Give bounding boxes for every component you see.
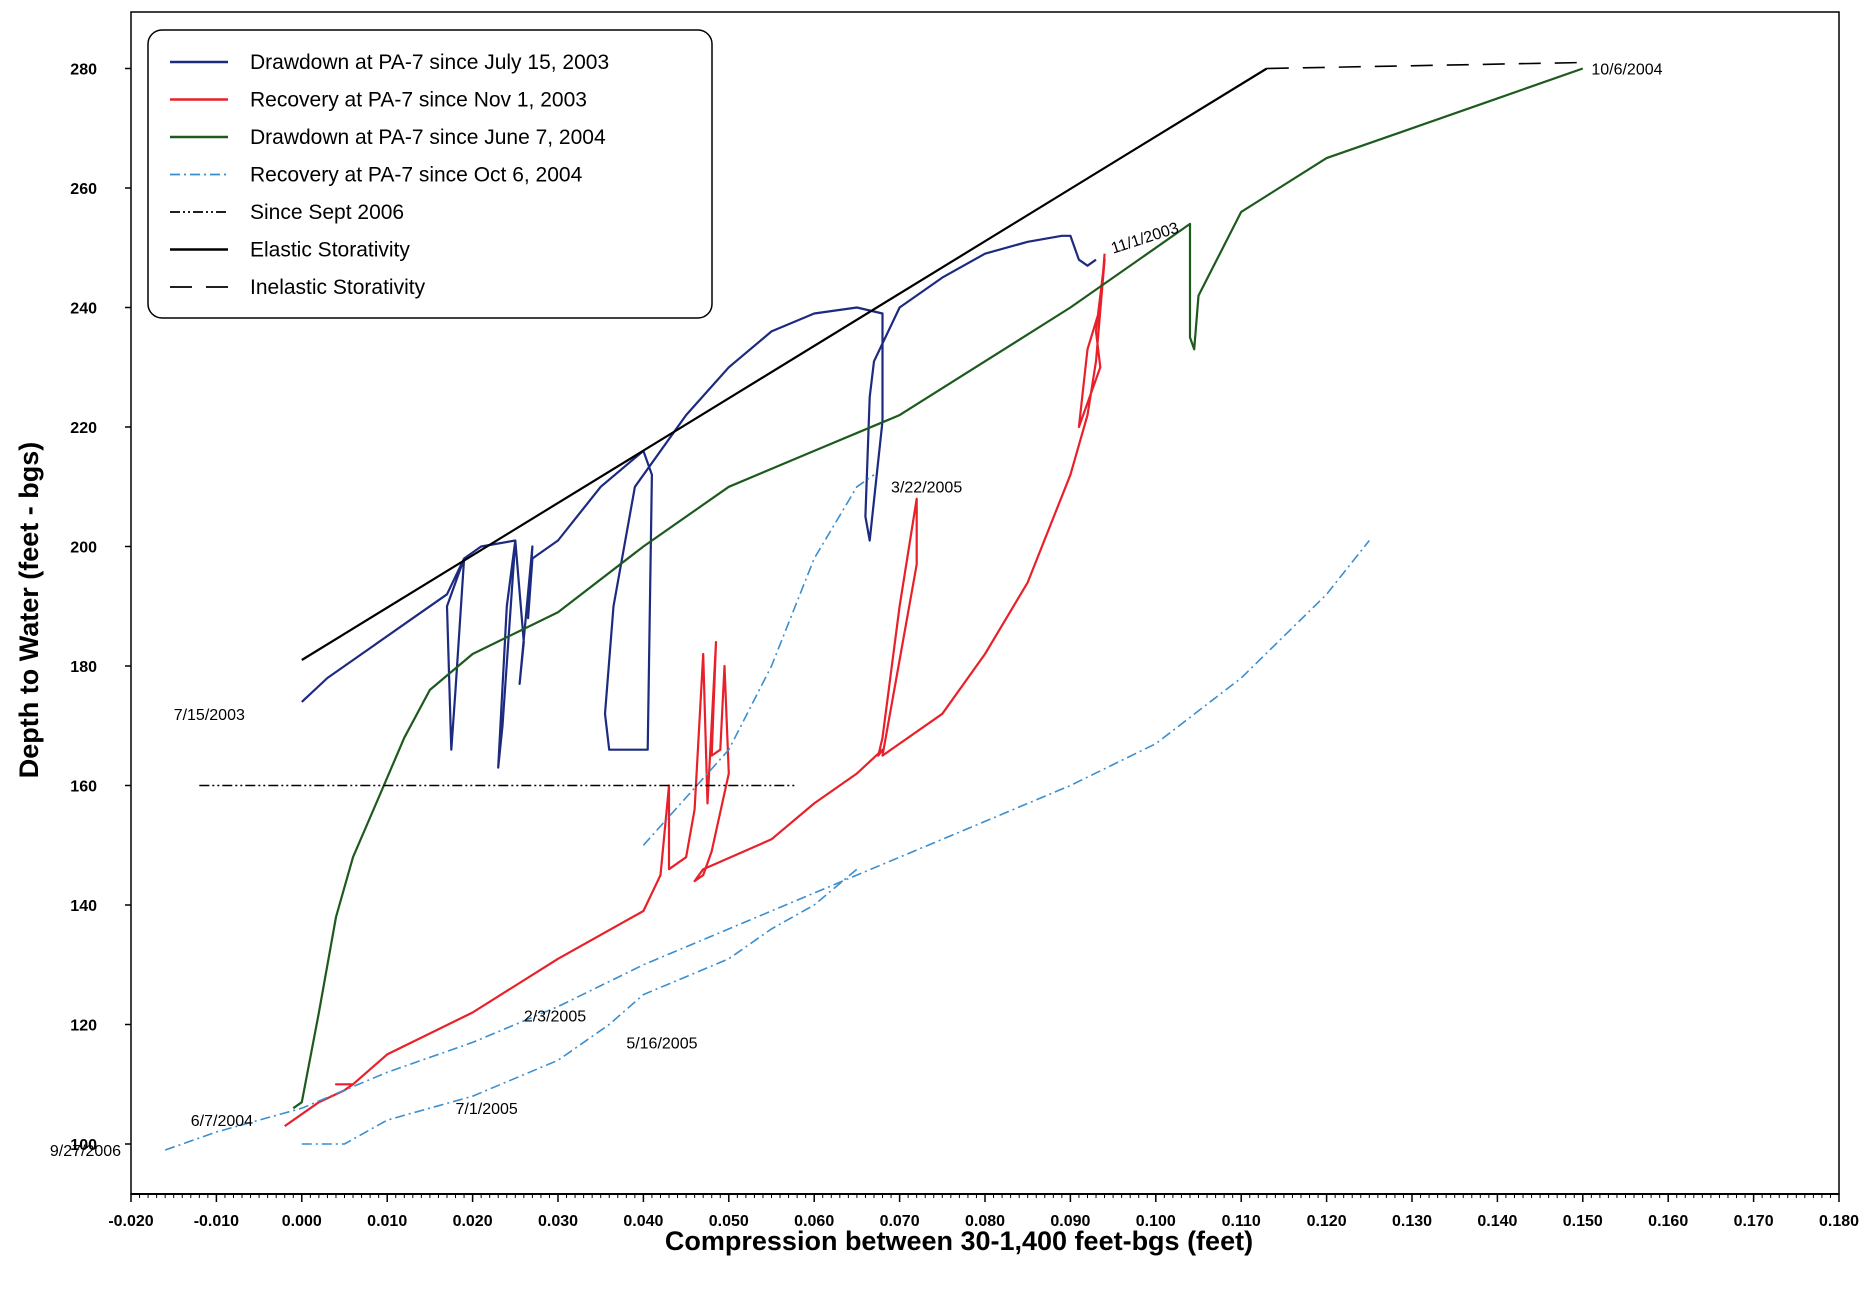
y-tick-label: 220 (70, 420, 97, 437)
y-ticks: 100 120 140 160 180 200 220 240 260 280 (70, 62, 131, 1154)
annotation-label: 3/22/2005 (891, 480, 962, 497)
y-tick-label: 280 (70, 62, 97, 79)
series-line-5 (642, 474, 875, 846)
series-line-3 (164, 540, 1370, 1151)
x-tick-label: 0.160 (1648, 1213, 1688, 1230)
legend-label: Recovery at PA-7 since Oct 6, 2004 (250, 164, 583, 187)
x-tick-label: 0.140 (1477, 1213, 1517, 1230)
series-line-7 (301, 67, 1268, 661)
y-tick-label: 260 (70, 181, 97, 198)
legend: Drawdown at PA-7 since July 15, 2003 Reco… (147, 29, 713, 319)
x-tick-label: 0.030 (538, 1213, 578, 1230)
x-tick-label: 0.180 (1819, 1213, 1859, 1230)
x-axis-title: Compression between 30-1,400 feet-bgs (f… (665, 1226, 1253, 1256)
x-tick-label: 0.070 (880, 1213, 920, 1230)
annotation-label: 5/16/2005 (626, 1035, 697, 1052)
y-tick-label: 200 (70, 540, 97, 557)
x-tick-label: 0.110 (1222, 1213, 1261, 1230)
series-line-1 (284, 253, 1106, 1128)
y-tick-label: 120 (70, 1018, 97, 1035)
legend-label: Drawdown at PA-7 since June 7, 2004 (250, 126, 606, 149)
series-line-4 (301, 868, 858, 1145)
legend-label: Elastic Storativity (250, 239, 410, 262)
x-tick-label: 0.090 (1050, 1213, 1090, 1230)
annotation-label: 7/1/2005 (456, 1101, 518, 1118)
annotation-label: 2/3/2005 (524, 1009, 586, 1026)
y-tick-label: 180 (70, 659, 97, 676)
y-tick-label: 140 (70, 898, 97, 915)
x-tick-label: 0.060 (794, 1213, 834, 1230)
annotation-label: 9/27/2006 (50, 1143, 121, 1160)
x-tick-label: 0.040 (623, 1213, 663, 1230)
series-line-2 (292, 67, 1584, 1110)
x-tick-label: 0.170 (1734, 1213, 1774, 1230)
x-tick-label: 0.020 (453, 1213, 493, 1230)
x-tick-label: 0.150 (1563, 1213, 1603, 1230)
x-ticks: -0.020 -0.010 0.000 0.010 0.020 0.030 0.040 0.0… (108, 1194, 1859, 1230)
legend-label: Recovery at PA-7 since Nov 1, 2003 (250, 89, 587, 112)
x-tick-label: -0.020 (108, 1213, 153, 1230)
x-tick-label: 0.000 (282, 1213, 322, 1230)
x-tick-label: 0.050 (709, 1213, 749, 1230)
annotation-label: 6/7/2004 (191, 1113, 253, 1130)
legend-box (147, 29, 713, 319)
legend-label: Inelastic Storativity (250, 276, 426, 299)
annotation-label: 7/15/2003 (174, 707, 245, 724)
legend-items: Drawdown at PA-7 since July 15, 2003 Reco… (170, 51, 609, 299)
legend-label: Drawdown at PA-7 since July 15, 2003 (250, 51, 609, 74)
x-tick-label: 0.130 (1392, 1213, 1432, 1230)
series-layer (164, 61, 1584, 1151)
x-tick-label: 0.100 (1136, 1213, 1176, 1230)
series-line-8 (1266, 61, 1583, 70)
y-tick-label: 160 (70, 779, 97, 796)
x-tick-label: 0.120 (1307, 1213, 1347, 1230)
y-tick-label: 240 (70, 301, 97, 318)
annotation-label: 10/6/2004 (1591, 61, 1662, 78)
x-tick-label: 0.080 (965, 1213, 1005, 1230)
x-tick-label: 0.010 (367, 1213, 407, 1230)
y-tick-label: 100 (70, 1137, 97, 1154)
legend-label: Since Sept 2006 (250, 201, 404, 224)
x-tick-label: -0.010 (194, 1213, 239, 1230)
annotations: 10/6/200411/1/20033/22/20057/15/20032/3/… (50, 61, 1663, 1159)
y-axis-title: Depth to Water (feet - bgs) (14, 442, 44, 779)
